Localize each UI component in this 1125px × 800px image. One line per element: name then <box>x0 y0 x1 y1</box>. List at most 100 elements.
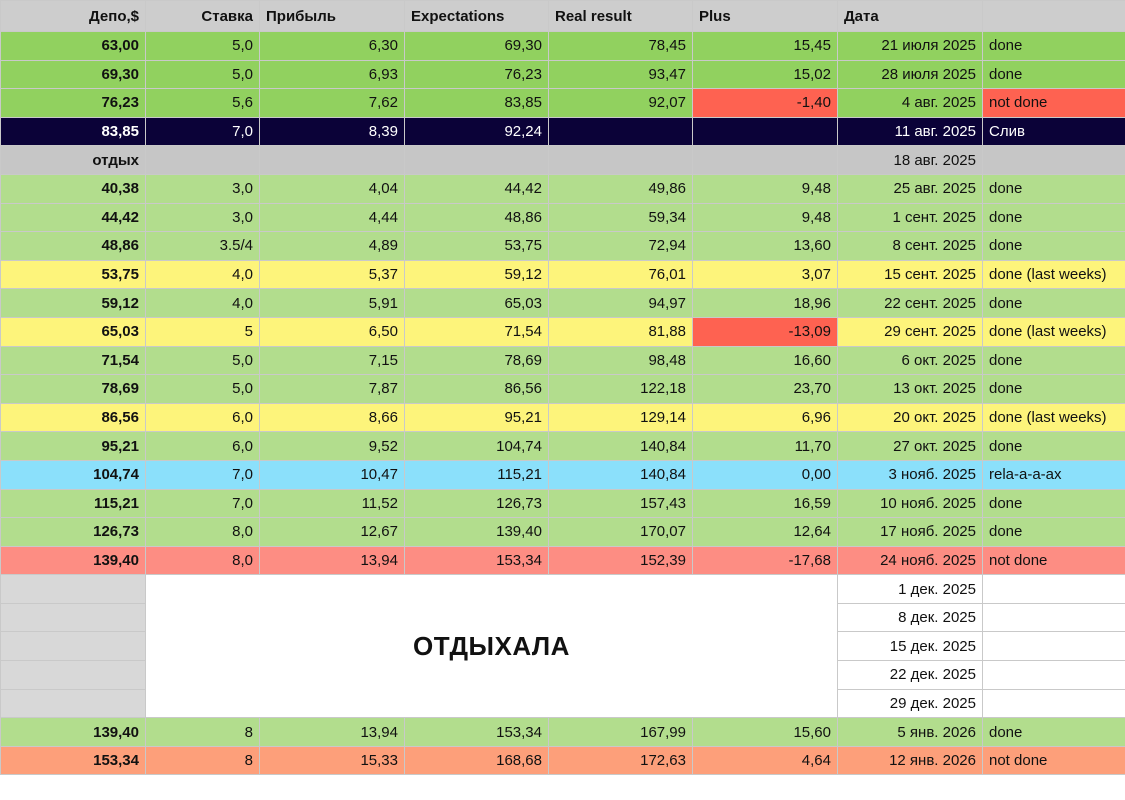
cell-real-result[interactable]: 172,63 <box>548 745 693 776</box>
cell-depo[interactable]: отдых <box>0 145 146 175</box>
cell-pribyl[interactable]: 7,15 <box>259 345 405 376</box>
cell-status[interactable]: done <box>982 431 1125 461</box>
cell-real-result[interactable]: 157,43 <box>548 488 693 519</box>
cell-status[interactable]: done <box>982 517 1125 547</box>
cell-depo[interactable]: 78,69 <box>0 374 146 404</box>
cell-stavka[interactable]: 7,0 <box>145 459 260 490</box>
cell-plus[interactable]: 13,60 <box>692 231 838 261</box>
cell-date[interactable]: 1 дек. 2025 <box>837 574 983 604</box>
cell-status[interactable]: done <box>982 59 1125 90</box>
cell-date[interactable]: 21 июля 2025 <box>837 31 983 61</box>
cell-expectations[interactable]: 104,74 <box>404 431 549 461</box>
cell-pribyl[interactable]: 13,94 <box>259 717 405 747</box>
cell-expectations[interactable]: 78,69 <box>404 345 549 376</box>
cell-real-result[interactable]: 93,47 <box>548 59 693 90</box>
rest-merged-cell[interactable]: ОТДЫХАЛА <box>145 574 838 719</box>
cell-date[interactable]: 15 дек. 2025 <box>837 631 983 662</box>
cell-status[interactable]: not done <box>982 545 1125 576</box>
cell-status[interactable]: done (last weeks) <box>982 259 1125 290</box>
cell-status[interactable]: not done <box>982 88 1125 118</box>
cell-real-result[interactable]: 98,48 <box>548 345 693 376</box>
cell-date[interactable]: 17 нояб. 2025 <box>837 517 983 547</box>
cell-expectations[interactable]: 168,68 <box>404 745 549 776</box>
cell-real-result[interactable]: 94,97 <box>548 288 693 318</box>
cell-plus[interactable]: 16,59 <box>692 488 838 519</box>
cell-plus[interactable]: 9,48 <box>692 173 838 204</box>
cell-status[interactable]: done <box>982 345 1125 376</box>
cell-depo[interactable]: 40,38 <box>0 173 146 204</box>
cell-real-result[interactable]: 170,07 <box>548 517 693 547</box>
cell-stavka[interactable]: 5 <box>145 316 260 347</box>
cell-real-result[interactable]: 92,07 <box>548 88 693 118</box>
cell-plus[interactable]: -1,40 <box>692 88 838 118</box>
cell-status[interactable]: done <box>982 288 1125 318</box>
cell-date[interactable]: 20 окт. 2025 <box>837 402 983 433</box>
cell-date[interactable]: 5 янв. 2026 <box>837 717 983 747</box>
cell-pribyl[interactable]: 10,47 <box>259 459 405 490</box>
cell-plus[interactable]: 16,60 <box>692 345 838 376</box>
cell-pribyl[interactable]: 7,62 <box>259 88 405 118</box>
cell-pribyl[interactable]: 11,52 <box>259 488 405 519</box>
cell-expectations[interactable]: 83,85 <box>404 88 549 118</box>
cell-expectations[interactable]: 86,56 <box>404 374 549 404</box>
cell-plus[interactable] <box>692 116 838 147</box>
cell-date[interactable]: 10 нояб. 2025 <box>837 488 983 519</box>
cell-date[interactable]: 28 июля 2025 <box>837 59 983 90</box>
cell-expectations[interactable]: 48,86 <box>404 202 549 233</box>
cell-stavka[interactable]: 8 <box>145 717 260 747</box>
cell-real-result[interactable]: 72,94 <box>548 231 693 261</box>
cell-status[interactable] <box>982 145 1125 175</box>
cell-date[interactable]: 22 сент. 2025 <box>837 288 983 318</box>
cell-status[interactable] <box>982 631 1125 662</box>
cell-stavka[interactable]: 4,0 <box>145 259 260 290</box>
cell-depo[interactable] <box>0 574 146 604</box>
cell-depo[interactable]: 86,56 <box>0 402 146 433</box>
cell-pribyl[interactable]: 12,67 <box>259 517 405 547</box>
cell-real-result[interactable]: 122,18 <box>548 374 693 404</box>
cell-pribyl[interactable]: 8,66 <box>259 402 405 433</box>
cell-pribyl[interactable]: 4,44 <box>259 202 405 233</box>
cell-expectations[interactable]: 115,21 <box>404 459 549 490</box>
cell-plus[interactable]: 9,48 <box>692 202 838 233</box>
cell-plus[interactable]: 15,45 <box>692 31 838 61</box>
cell-depo[interactable]: 65,03 <box>0 316 146 347</box>
column-header[interactable]: Plus <box>692 0 838 32</box>
cell-real-result[interactable]: 81,88 <box>548 316 693 347</box>
cell-depo[interactable]: 126,73 <box>0 517 146 547</box>
cell-stavka[interactable]: 8,0 <box>145 545 260 576</box>
cell-expectations[interactable]: 53,75 <box>404 231 549 261</box>
cell-date[interactable]: 11 авг. 2025 <box>837 116 983 147</box>
column-header[interactable]: Real result <box>548 0 693 32</box>
cell-pribyl[interactable]: 13,94 <box>259 545 405 576</box>
cell-stavka[interactable]: 5,0 <box>145 345 260 376</box>
cell-stavka[interactable]: 5,6 <box>145 88 260 118</box>
cell-date[interactable]: 15 сент. 2025 <box>837 259 983 290</box>
cell-date[interactable]: 25 авг. 2025 <box>837 173 983 204</box>
cell-expectations[interactable]: 126,73 <box>404 488 549 519</box>
cell-expectations[interactable]: 44,42 <box>404 173 549 204</box>
cell-status[interactable]: done <box>982 717 1125 747</box>
cell-stavka[interactable]: 5,0 <box>145 59 260 90</box>
cell-plus[interactable]: -13,09 <box>692 316 838 347</box>
cell-pribyl[interactable]: 15,33 <box>259 745 405 776</box>
cell-real-result[interactable]: 140,84 <box>548 431 693 461</box>
cell-depo[interactable]: 76,23 <box>0 88 146 118</box>
cell-plus[interactable]: 11,70 <box>692 431 838 461</box>
cell-stavka[interactable]: 7,0 <box>145 488 260 519</box>
cell-date[interactable]: 22 дек. 2025 <box>837 660 983 690</box>
cell-pribyl[interactable]: 9,52 <box>259 431 405 461</box>
cell-stavka[interactable]: 3.5/4 <box>145 231 260 261</box>
cell-real-result[interactable]: 78,45 <box>548 31 693 61</box>
cell-depo[interactable]: 48,86 <box>0 231 146 261</box>
cell-plus[interactable]: 6,96 <box>692 402 838 433</box>
cell-real-result[interactable] <box>548 145 693 175</box>
cell-depo[interactable]: 104,74 <box>0 459 146 490</box>
cell-real-result[interactable]: 129,14 <box>548 402 693 433</box>
cell-stavka[interactable]: 5,0 <box>145 31 260 61</box>
cell-pribyl[interactable]: 6,50 <box>259 316 405 347</box>
cell-status[interactable]: done (last weeks) <box>982 316 1125 347</box>
cell-real-result[interactable]: 167,99 <box>548 717 693 747</box>
cell-date[interactable]: 29 дек. 2025 <box>837 688 983 719</box>
cell-depo[interactable]: 115,21 <box>0 488 146 519</box>
cell-date[interactable]: 29 сент. 2025 <box>837 316 983 347</box>
